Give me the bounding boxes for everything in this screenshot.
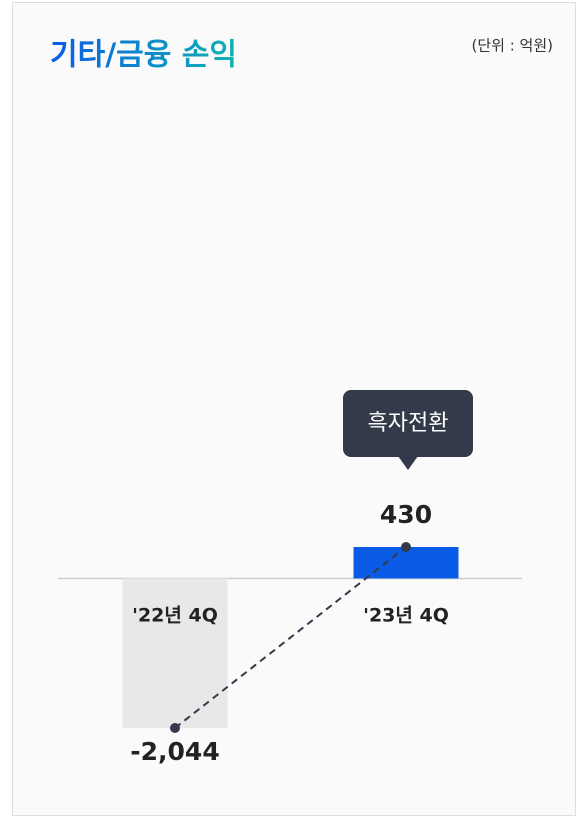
card: [12, 2, 576, 816]
callout-box: [343, 390, 473, 457]
x-tick-label: '22년 4Q: [132, 605, 218, 627]
callout-pointer: [398, 456, 418, 470]
x-tick-label: '23년 4Q: [363, 605, 449, 627]
chart-title: 기타/금융 손익: [50, 38, 237, 73]
bar: [122, 578, 228, 728]
trend-point: [401, 542, 411, 552]
value-label: 430: [380, 500, 432, 529]
trend-point: [170, 723, 180, 733]
callout: 흑자전환: [343, 390, 473, 470]
unit-label: (단위 : 억원): [472, 37, 554, 55]
callout-text: 흑자전환: [368, 411, 449, 436]
value-label: -2,044: [130, 737, 219, 766]
trend-line: [174, 546, 407, 729]
bar: [353, 547, 459, 579]
